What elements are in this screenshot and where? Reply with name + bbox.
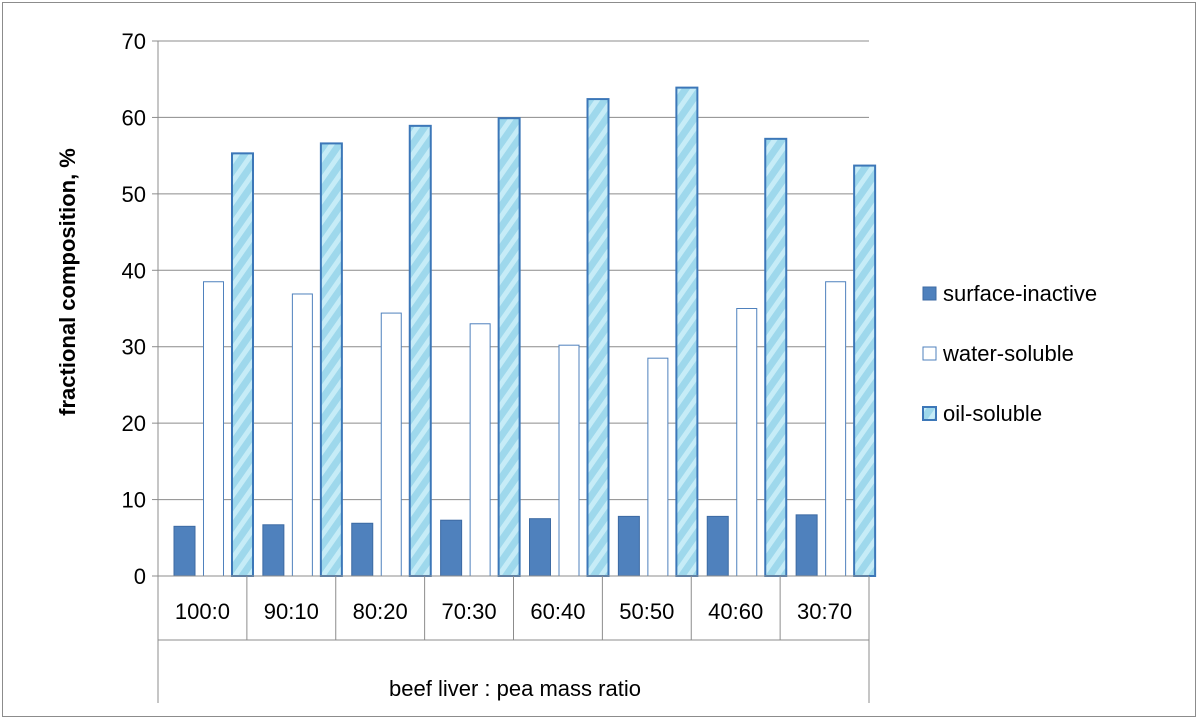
legend-label-water-soluble: water-soluble [942, 341, 1074, 366]
axes: 0 10 20 30 40 50 60 70 100:0 90:10 80:20 70:30 60:40… [122, 29, 870, 703]
y-tick-label: 70 [122, 29, 146, 54]
y-tick-label: 60 [122, 105, 146, 130]
bar-oil-soluble-40:60 [764, 137, 788, 577]
y-axis-title: fractional composition, % [55, 148, 80, 416]
bar-surface-inactive-40:60 [706, 515, 729, 577]
y-tick-label: 20 [122, 411, 146, 436]
bar-surface-inactive-30:70 [795, 514, 818, 577]
y-tick-label: 30 [122, 335, 146, 360]
x-axis-title: beef liver : pea mass ratio [389, 676, 641, 701]
bar-chart: 0 10 20 30 40 50 60 70 100:0 90:10 80:20 70:30 60:40… [55, 29, 1097, 703]
x-tick-label: 60:40 [530, 599, 585, 624]
bar-oil-soluble-60:40 [586, 98, 610, 577]
x-tick-label: 90:10 [264, 599, 319, 624]
bar-surface-inactive-60:40 [529, 518, 551, 577]
bar-surface-inactive-100:0 [173, 525, 196, 577]
y-tick-label: 40 [122, 258, 146, 283]
bar-water-soluble-30:70 [825, 281, 847, 577]
x-tick-label: 50:50 [619, 599, 674, 624]
bar-oil-soluble-80:20 [408, 124, 432, 577]
x-tick-label: 100:0 [175, 599, 230, 624]
y-tick-label: 50 [122, 182, 146, 207]
y-tick-label: 10 [122, 488, 146, 513]
legend-swatch-oil-soluble [922, 406, 937, 421]
x-tick-label: 70:30 [442, 599, 497, 624]
bar-surface-inactive-50:50 [617, 515, 640, 577]
bar-oil-soluble-70:30 [497, 117, 521, 577]
bar-surface-inactive-80:20 [351, 522, 374, 577]
legend-swatch-surface-inactive [922, 286, 937, 301]
bar-water-soluble-50:50 [647, 357, 669, 577]
bar-water-soluble-100:0 [203, 281, 224, 577]
y-tick-label: 0 [134, 564, 146, 589]
x-tick-label: 30:70 [797, 599, 852, 624]
bar-oil-soluble-30:70 [853, 164, 877, 577]
bar-water-soluble-40:60 [736, 308, 758, 577]
bars [173, 86, 877, 578]
x-tick-label: 80:20 [353, 599, 408, 624]
x-tick-label: 40:60 [708, 599, 763, 624]
bar-oil-soluble-100:0 [231, 152, 254, 577]
bar-water-soluble-90:10 [291, 293, 313, 577]
bar-water-soluble-80:20 [380, 312, 402, 577]
legend: surface-inactive water-soluble oil-soluble [922, 281, 1097, 426]
bar-oil-soluble-90:10 [319, 142, 343, 578]
legend-label-oil-soluble: oil-soluble [943, 401, 1042, 426]
bar-surface-inactive-90:10 [262, 524, 285, 577]
legend-label-surface-inactive: surface-inactive [943, 281, 1097, 306]
legend-swatch-water-soluble [922, 346, 937, 361]
bar-surface-inactive-70:30 [440, 519, 463, 577]
bar-water-soluble-70:30 [469, 323, 491, 577]
bar-water-soluble-60:40 [558, 344, 580, 577]
bar-oil-soluble-50:50 [675, 86, 699, 577]
